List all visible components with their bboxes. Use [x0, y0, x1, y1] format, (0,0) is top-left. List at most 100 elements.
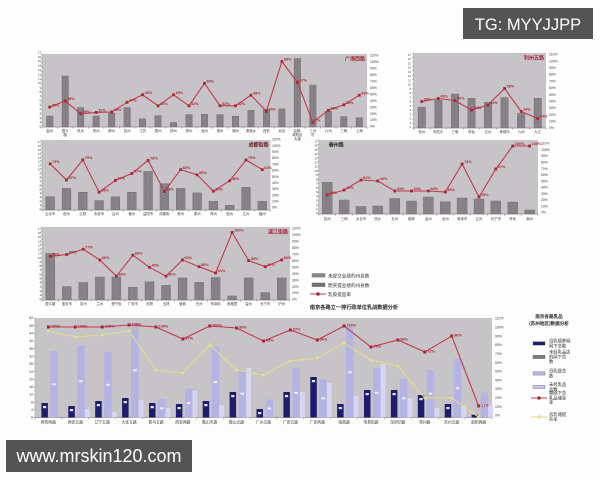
- svg-text:90%: 90%: [272, 150, 279, 154]
- svg-text:10: 10: [38, 168, 42, 172]
- svg-text:100%: 100%: [347, 324, 357, 328]
- svg-text:60%: 60%: [272, 169, 279, 173]
- svg-text:两安五路: 两安五路: [68, 420, 83, 425]
- svg-text:30%: 30%: [541, 192, 548, 196]
- svg-text:8: 8: [39, 90, 41, 94]
- svg-text:菏泽街: 菏泽街: [211, 301, 222, 306]
- svg-text:青乌五路: 青乌五路: [148, 420, 163, 425]
- svg-text:邢台: 邢台: [468, 129, 475, 134]
- svg-text:62%: 62%: [293, 357, 301, 361]
- svg-text:南京各路乳品: 南京各路乳品: [535, 313, 563, 320]
- svg-text:78%: 78%: [374, 345, 382, 349]
- svg-text:未经乳品店: 未经乳品店: [549, 349, 571, 356]
- svg-text:孟州: 孟州: [425, 216, 432, 221]
- svg-text:20%: 20%: [495, 396, 502, 400]
- svg-text:48: 48: [29, 324, 33, 328]
- svg-text:70%: 70%: [541, 167, 548, 171]
- svg-text:常州路: 常州路: [419, 420, 431, 425]
- svg-text:47%: 47%: [69, 176, 77, 180]
- svg-text:而买提业绩的州县数: 而买提业绩的州县数: [328, 282, 370, 289]
- svg-text:50%: 50%: [292, 265, 299, 269]
- svg-text:20%: 20%: [541, 198, 548, 202]
- svg-text:南京各路立一排行政单位乳战数据分析: 南京各路立一排行政单位乳战数据分析: [310, 303, 399, 311]
- svg-text:15: 15: [314, 148, 318, 152]
- svg-text:7: 7: [39, 179, 41, 183]
- svg-text:未经乳品: 未经乳品: [549, 381, 566, 388]
- svg-text:贵州: 贵州: [93, 128, 100, 133]
- svg-text:2: 2: [316, 203, 318, 207]
- svg-text:100%: 100%: [78, 325, 88, 329]
- svg-text:100%: 100%: [532, 142, 542, 146]
- svg-text:10: 10: [38, 81, 42, 85]
- svg-text:鞍山市路: 鞍山市路: [202, 420, 217, 425]
- svg-text:40%: 40%: [549, 100, 556, 104]
- svg-text:孝感市: 孝感市: [500, 129, 511, 134]
- svg-text:4: 4: [39, 281, 41, 285]
- svg-text:10%: 10%: [370, 118, 377, 122]
- svg-text:南州: 南州: [526, 216, 533, 221]
- svg-text:长宁市: 长宁市: [491, 216, 502, 221]
- svg-text:50%: 50%: [267, 263, 275, 267]
- svg-text:60%: 60%: [284, 256, 292, 260]
- svg-text:6: 6: [409, 100, 411, 104]
- svg-text:41%: 41%: [218, 269, 226, 273]
- svg-text:4: 4: [316, 194, 318, 198]
- svg-text:110%: 110%: [541, 142, 549, 146]
- svg-text:100%: 100%: [541, 148, 550, 152]
- svg-text:数: 数: [549, 358, 554, 365]
- svg-text:11: 11: [38, 77, 41, 81]
- svg-text:14: 14: [38, 239, 42, 243]
- svg-text:80%: 80%: [272, 156, 279, 160]
- svg-text:白州: 白州: [196, 301, 203, 306]
- svg-text:15: 15: [408, 62, 412, 66]
- svg-text:春州路: 春州路: [329, 142, 345, 149]
- svg-text:90%: 90%: [292, 240, 299, 244]
- svg-text:辽阳: 辽阳: [79, 211, 86, 216]
- svg-text:0: 0: [39, 125, 41, 129]
- svg-text:46%: 46%: [232, 177, 240, 181]
- svg-text:100%: 100%: [51, 325, 61, 329]
- svg-text:20%: 20%: [292, 285, 299, 289]
- svg-text:大连五路: 大连五路: [122, 420, 137, 425]
- svg-text:长宁市: 长宁市: [260, 301, 271, 306]
- svg-text:三明: 三明: [452, 130, 459, 134]
- svg-text:三明: 三明: [341, 217, 348, 221]
- svg-text:49%: 49%: [145, 91, 153, 95]
- svg-text:辽州: 辽州: [476, 216, 483, 221]
- svg-text:99%: 99%: [239, 326, 247, 330]
- svg-text:100%: 100%: [549, 59, 558, 63]
- svg-text:1: 1: [39, 293, 41, 297]
- svg-text:5: 5: [39, 103, 41, 107]
- svg-text:70%: 70%: [495, 352, 502, 356]
- svg-text:49%: 49%: [176, 91, 184, 95]
- svg-text:36%: 36%: [118, 272, 126, 276]
- svg-text:69%: 69%: [69, 251, 77, 255]
- svg-text:36%: 36%: [346, 186, 354, 190]
- svg-text:0%: 0%: [549, 126, 554, 130]
- svg-text:榆林: 榆林: [408, 216, 415, 221]
- svg-text:15: 15: [38, 59, 42, 63]
- svg-text:66%: 66%: [52, 253, 60, 257]
- svg-text:110%: 110%: [370, 54, 378, 58]
- svg-text:14: 14: [38, 64, 42, 68]
- svg-text:遵义: 遵义: [62, 128, 69, 133]
- svg-text:30%: 30%: [272, 187, 279, 191]
- svg-text:益州: 益州: [245, 301, 252, 306]
- svg-text:电易街路: 电易街路: [363, 420, 378, 425]
- svg-text:9: 9: [409, 87, 411, 91]
- svg-text:8: 8: [39, 176, 41, 180]
- svg-text:南阳两路: 南阳两路: [471, 420, 486, 425]
- svg-text:59%: 59%: [251, 257, 259, 261]
- svg-text:松州: 松州: [226, 211, 233, 216]
- svg-text:96%: 96%: [132, 327, 140, 331]
- svg-text:9: 9: [39, 85, 41, 89]
- svg-text:70%: 70%: [292, 253, 299, 257]
- svg-text:湛江街路: 湛江街路: [268, 229, 289, 236]
- svg-text:60%: 60%: [370, 86, 377, 90]
- svg-text:30%: 30%: [370, 105, 377, 109]
- svg-text:7%: 7%: [315, 119, 321, 123]
- svg-text:34%: 34%: [414, 187, 422, 191]
- svg-text:8: 8: [39, 264, 41, 268]
- svg-text:网下总数: 网下总数: [549, 342, 567, 349]
- svg-text:100%: 100%: [105, 325, 115, 329]
